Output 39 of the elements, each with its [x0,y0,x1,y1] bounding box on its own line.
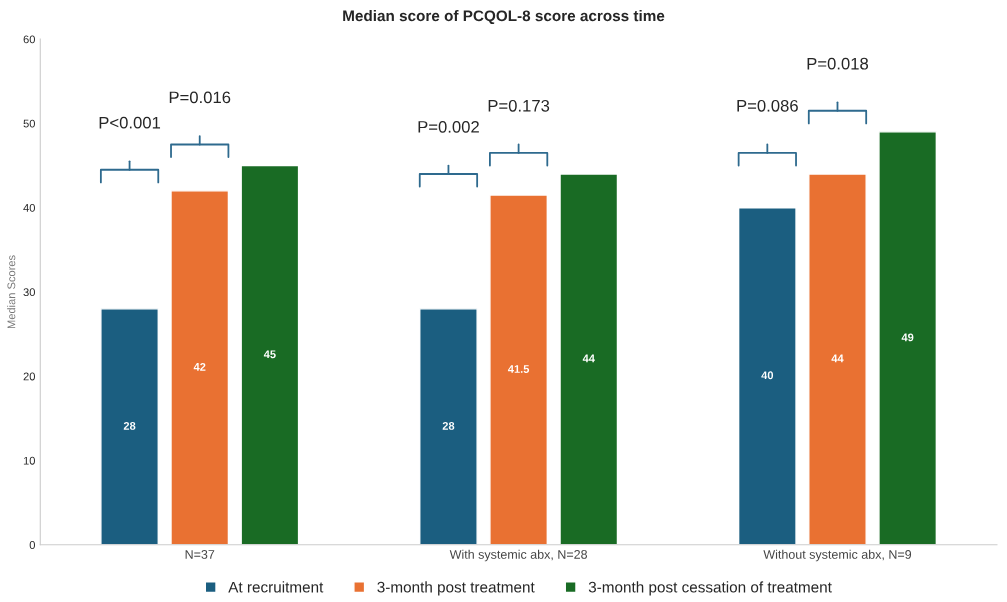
x-tick-label: With systemic abx, N=28 [449,549,588,562]
y-tick-label: 30 [23,288,35,297]
data-label: 42 [193,362,206,371]
legend-label: 3-month post treatment [377,581,535,596]
y-tick-label: 10 [23,456,35,465]
bar [808,173,867,545]
data-label: 28 [123,421,136,430]
bar [489,194,548,545]
y-tick-label: 20 [23,372,35,381]
chart-title: Median score of PCQOL-8 score across time [343,10,665,25]
annotation: P=0.002 [418,120,479,133]
legend-label: 3-month post cessation of treatment [588,581,832,596]
y-axis-title: Median Scores [7,255,16,329]
annotation: P=0.016 [169,91,231,104]
legend-label: At recruitment [228,581,324,593]
x-tick-label: N=37 [185,550,215,559]
bar [737,206,797,545]
bar [170,190,230,545]
bar [419,308,478,545]
y-tick-label: 0 [29,541,35,549]
y-tick-label: 60 [23,35,35,44]
bar [559,173,619,545]
x-tick-label: Without systemic abx, N=9 [763,549,912,562]
bar [878,131,938,545]
y-tick-label: 50 [23,119,35,128]
data-label: 44 [831,354,844,363]
bar [100,308,159,545]
y-tick-label: 40 [23,203,35,212]
data-label: 49 [901,333,914,342]
annotation: P=0.173 [488,99,550,112]
data-label: 45 [263,350,276,359]
data-label: 40 [761,371,774,380]
data-label: 28 [442,421,455,430]
bar [240,164,300,545]
data-label: 41.5 [507,365,530,373]
data-label: 44 [582,354,595,363]
annotation: P<0.001 [99,116,161,129]
annotation: P=0.018 [807,57,869,70]
annotation: P=0.086 [737,99,798,112]
